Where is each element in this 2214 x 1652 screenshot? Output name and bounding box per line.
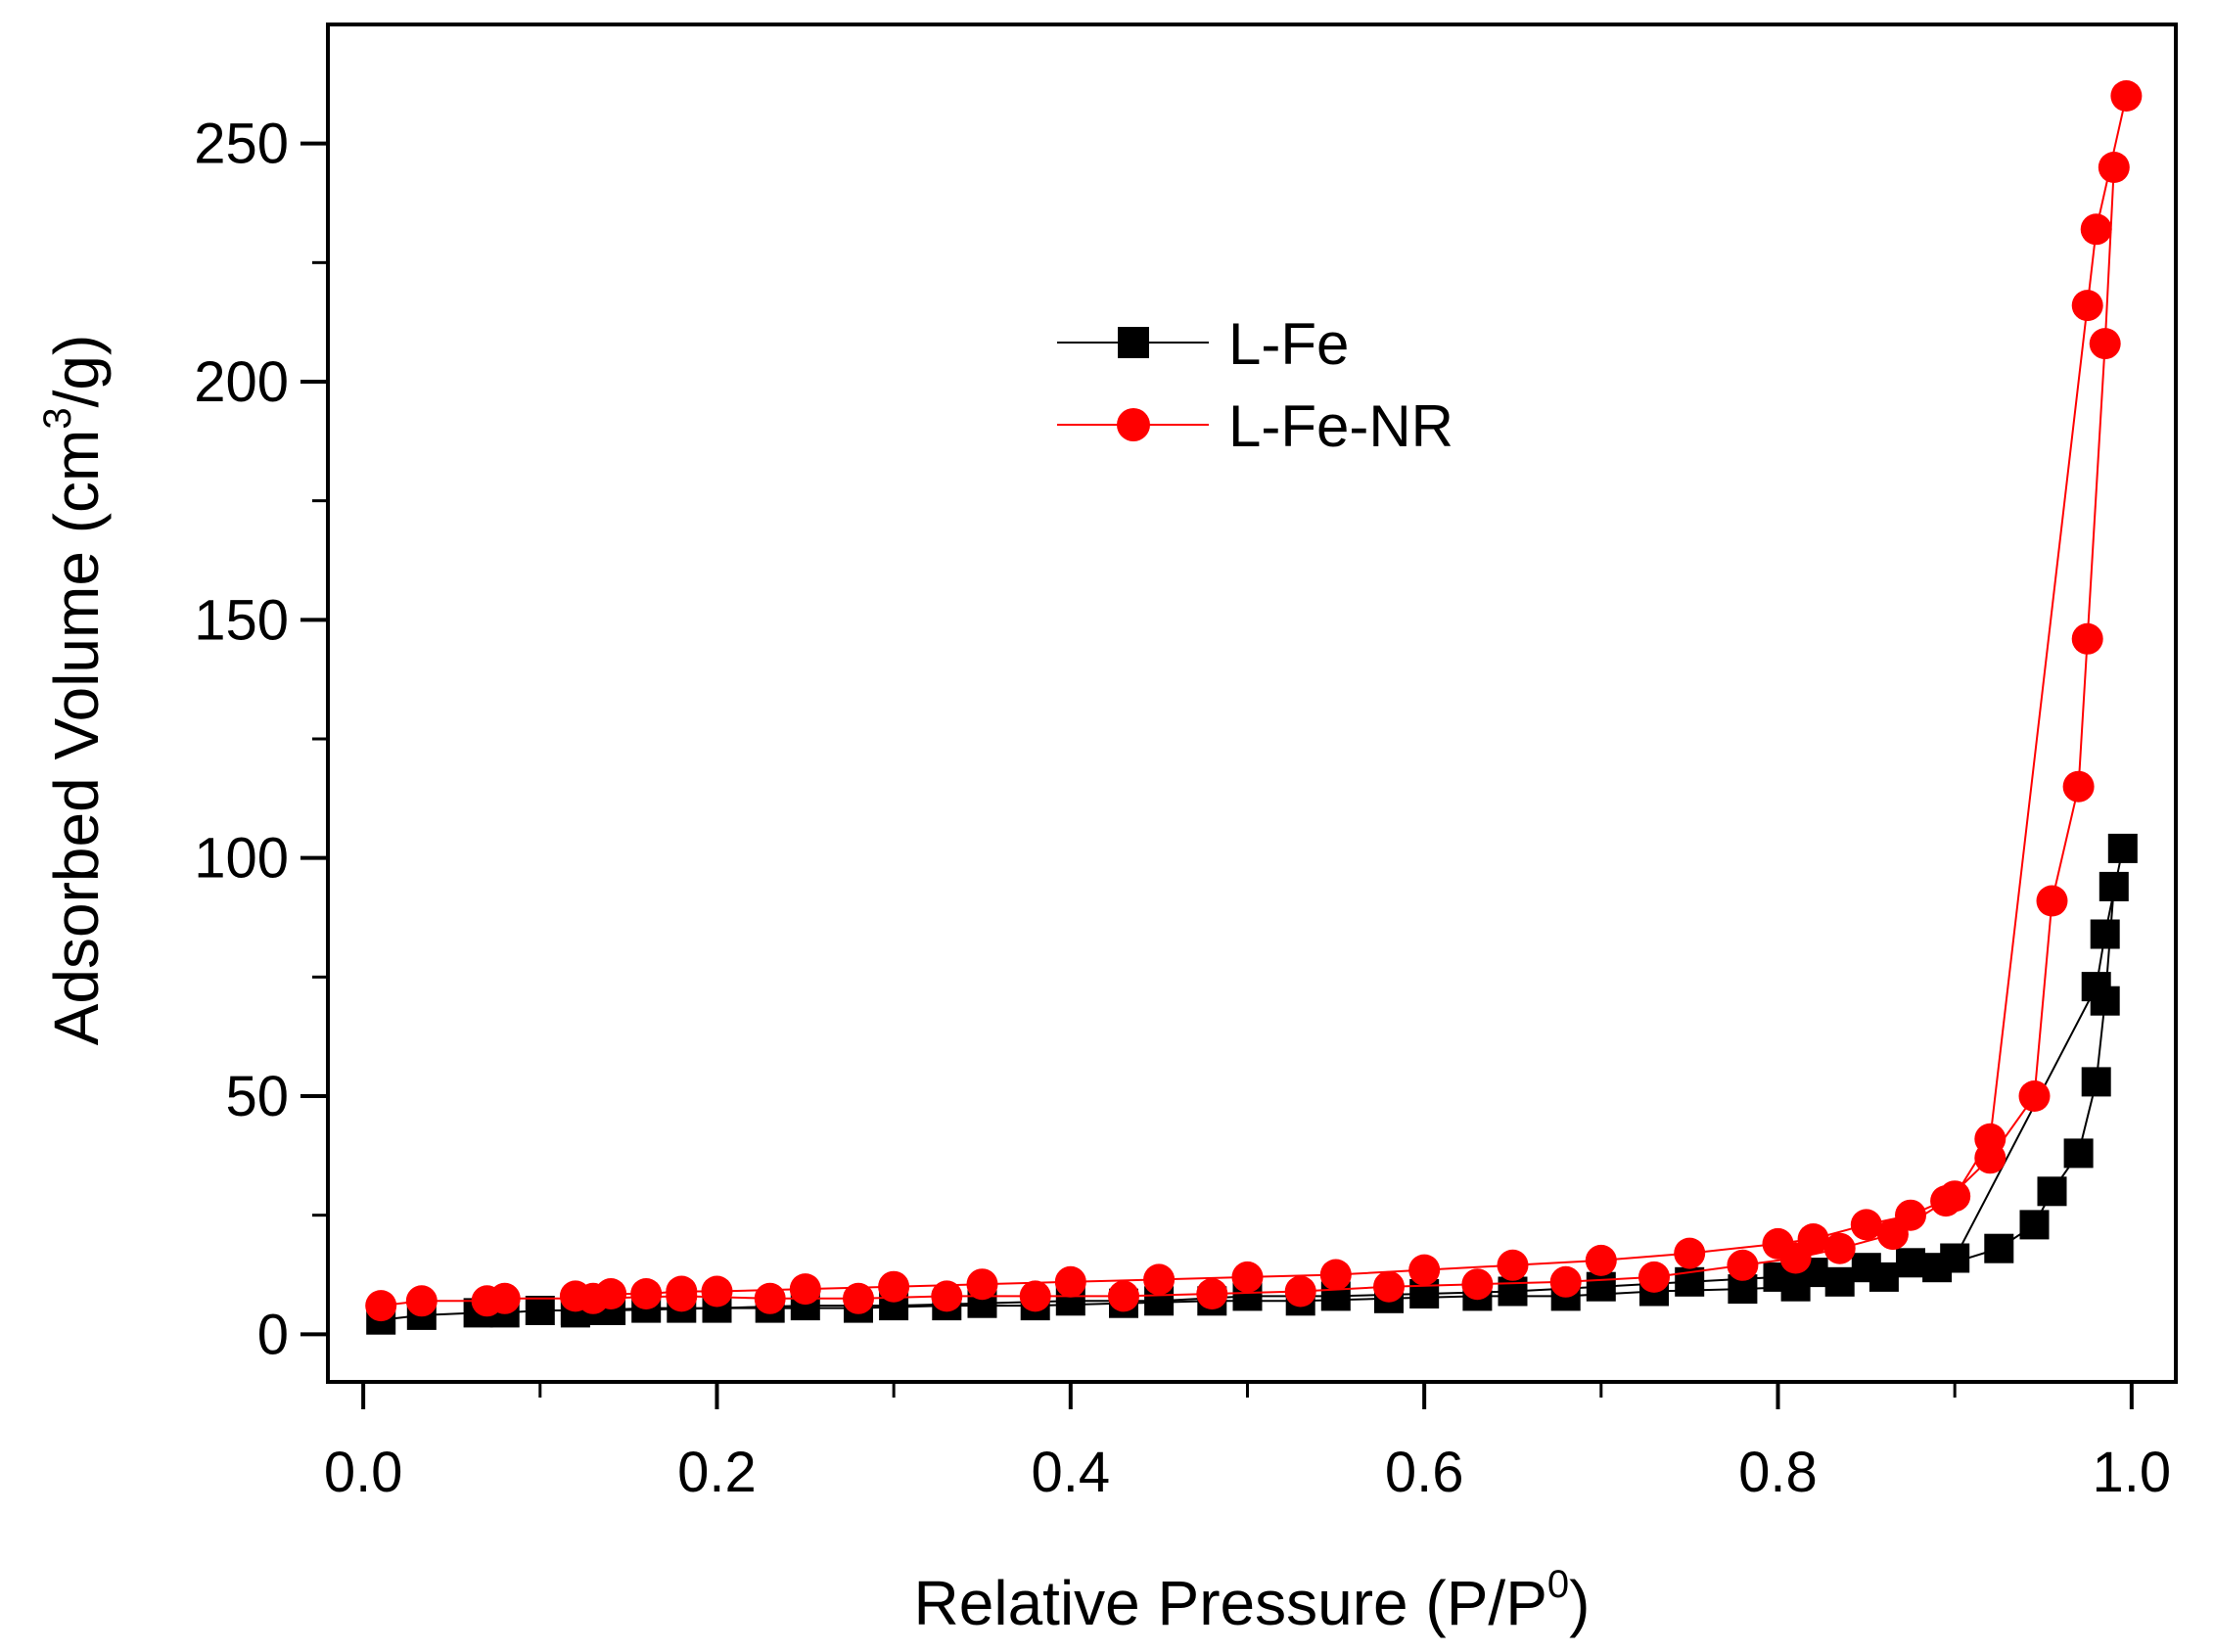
desorption-line (575, 95, 2128, 1298)
data-point (1461, 1268, 1494, 1301)
data-point (1498, 1276, 1528, 1307)
data-point (1108, 1280, 1139, 1312)
y-tick-label: 50 (225, 1065, 289, 1128)
data-point (701, 1275, 733, 1308)
data-point (1896, 1248, 1925, 1278)
data-point (2063, 1138, 2094, 1169)
x-tick-label: 1.0 (2093, 1441, 2172, 1504)
data-point (2110, 80, 2143, 112)
data-point (878, 1270, 910, 1303)
y-tick-label: 0 (257, 1303, 289, 1366)
data-point (1823, 1232, 1856, 1264)
data-point (843, 1282, 874, 1314)
data-point (1895, 1199, 1926, 1231)
data-point (1408, 1254, 1441, 1286)
data-point (1054, 1265, 1086, 1298)
data-point (931, 1280, 963, 1312)
data-point (1319, 1259, 1352, 1291)
data-point (1586, 1271, 1616, 1302)
data-point (2080, 213, 2112, 246)
y-axis-title-sup: 3 (36, 407, 79, 429)
plot-frame (326, 23, 2178, 1384)
data-point (595, 1278, 627, 1309)
data-point (1824, 1266, 1855, 1297)
data-point (1851, 1253, 1881, 1283)
legend-label-l-fe-nr: L-Fe-NR (1228, 393, 1453, 459)
data-point (966, 1268, 998, 1301)
data-point (525, 1296, 555, 1325)
y-tick-label: 250 (194, 113, 289, 176)
data-point (1762, 1227, 1794, 1260)
x-axis-title: Relative Pressure (P/P0) (914, 1563, 1591, 1638)
series-l-fe (366, 833, 2138, 1335)
data-point (1940, 1243, 1970, 1273)
data-point (365, 1290, 397, 1322)
data-point (1497, 1249, 1529, 1281)
data-point (488, 1282, 521, 1314)
data-point (789, 1273, 821, 1306)
series-layer (365, 80, 2143, 1335)
axis-ticks (300, 141, 2134, 1409)
y-tick-label: 200 (194, 350, 289, 414)
y-axis-title-main: Adsorbed Volume (cm (41, 430, 112, 1046)
x-tick-label: 0.0 (324, 1441, 403, 1504)
data-point (2018, 1080, 2051, 1112)
data-point (1974, 1123, 2006, 1155)
x-axis-title-suffix: ) (1569, 1568, 1590, 1638)
series-l-fe-nr (365, 80, 2143, 1322)
legend-marker-l-fe-nr (1117, 408, 1150, 441)
data-point (559, 1280, 591, 1312)
data-point (1019, 1280, 1051, 1312)
data-point (1939, 1180, 1971, 1213)
data-point (1143, 1263, 1176, 1296)
data-point (2089, 328, 2121, 360)
data-point (1585, 1244, 1617, 1276)
legend-marker-l-fe (1118, 327, 1149, 358)
data-point (630, 1278, 663, 1309)
data-point (2081, 1067, 2111, 1097)
data-point (2099, 871, 2129, 901)
axis-tick-labels: 0.0 0.2 0.4 0.6 0.8 1.0 0 50 100 150 200 250 (194, 113, 2171, 1504)
data-point (1984, 1233, 2014, 1263)
legend-label-l-fe: L-Fe (1228, 311, 1349, 377)
data-point (2062, 770, 2095, 803)
data-point (1674, 1237, 1706, 1269)
data-point (2019, 1210, 2050, 1240)
x-axis-title-main: Relative Pressure (P/P (914, 1568, 1547, 1638)
x-axis-title-sup: 0 (1547, 1563, 1569, 1606)
y-axis-title: Adsorbed Volume (cm3/g) (36, 335, 112, 1046)
data-point (1373, 1270, 1405, 1303)
data-point (2098, 152, 2130, 183)
data-point (1850, 1209, 1882, 1241)
data-point (2071, 622, 2103, 655)
x-tick-label: 0.2 (677, 1441, 757, 1504)
data-point (1797, 1223, 1829, 1255)
y-tick-label: 100 (194, 827, 289, 891)
data-point (2090, 919, 2120, 949)
data-point (1727, 1249, 1759, 1281)
x-tick-label: 0.6 (1385, 1441, 1464, 1504)
data-point (754, 1282, 786, 1314)
data-point (1284, 1275, 1316, 1308)
x-tick-label: 0.8 (1738, 1441, 1818, 1504)
data-point (2071, 290, 2103, 322)
data-point (1231, 1261, 1264, 1293)
x-tick-label: 0.4 (1031, 1441, 1110, 1504)
data-point (2037, 1176, 2067, 1207)
data-point (1638, 1261, 1670, 1293)
legend: L-Fe L-Fe-NR (1057, 311, 1453, 459)
data-point (405, 1285, 438, 1317)
data-point (2081, 972, 2111, 1002)
data-point (666, 1275, 698, 1308)
data-point (2107, 833, 2138, 863)
data-point (1196, 1278, 1228, 1309)
data-point (2036, 885, 2068, 917)
y-axis-title-suffix: /g) (41, 335, 112, 408)
y-tick-label: 150 (194, 588, 289, 652)
data-point (1549, 1265, 1582, 1298)
